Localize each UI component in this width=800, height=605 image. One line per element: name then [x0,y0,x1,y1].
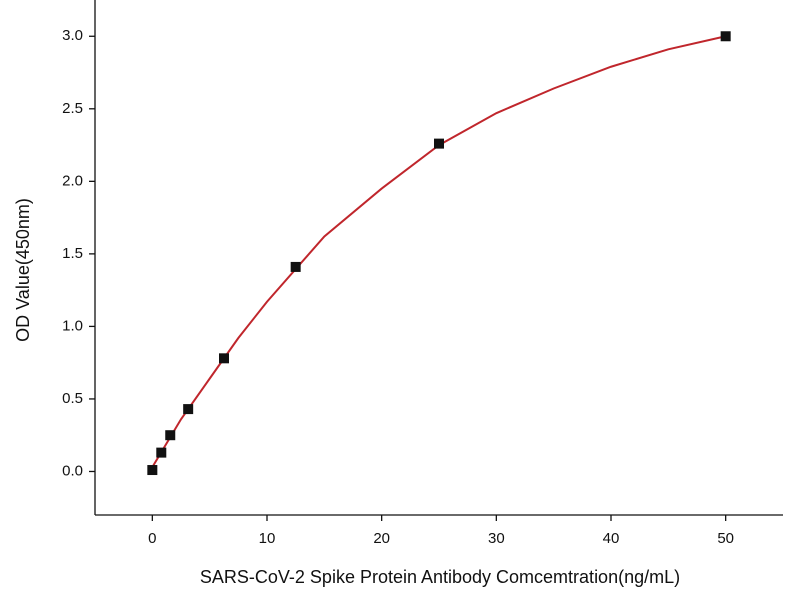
x-tick-label: 40 [603,530,620,547]
y-tick-label: 0.5 [62,390,83,407]
x-tick-label: 50 [717,530,734,547]
y-tick-label: 1.5 [62,245,83,262]
y-tick-label: 3.0 [62,27,83,44]
data-point [219,353,229,364]
x-tick-label: 20 [373,530,390,547]
y-tick-label: 0.0 [62,462,83,479]
x-tick-label: 0 [148,530,156,547]
data-point [434,138,444,149]
y-axis-label: OD Value(450nm) [13,198,33,342]
x-tick-label: 10 [259,530,276,547]
data-point [156,447,167,458]
y-tick-label: 1.0 [62,317,83,334]
x-axis-label: SARS-CoV-2 Spike Protein Antibody Comcem… [200,567,680,587]
data-point [720,31,731,42]
data-point [290,261,301,272]
x-tick-label: 30 [488,530,505,547]
fit-curve [151,35,726,468]
data-point [147,465,158,476]
data-point [165,430,176,441]
y-tick-label: 2.0 [62,172,83,189]
data-point [183,404,194,415]
y-tick-label: 2.5 [62,100,83,117]
